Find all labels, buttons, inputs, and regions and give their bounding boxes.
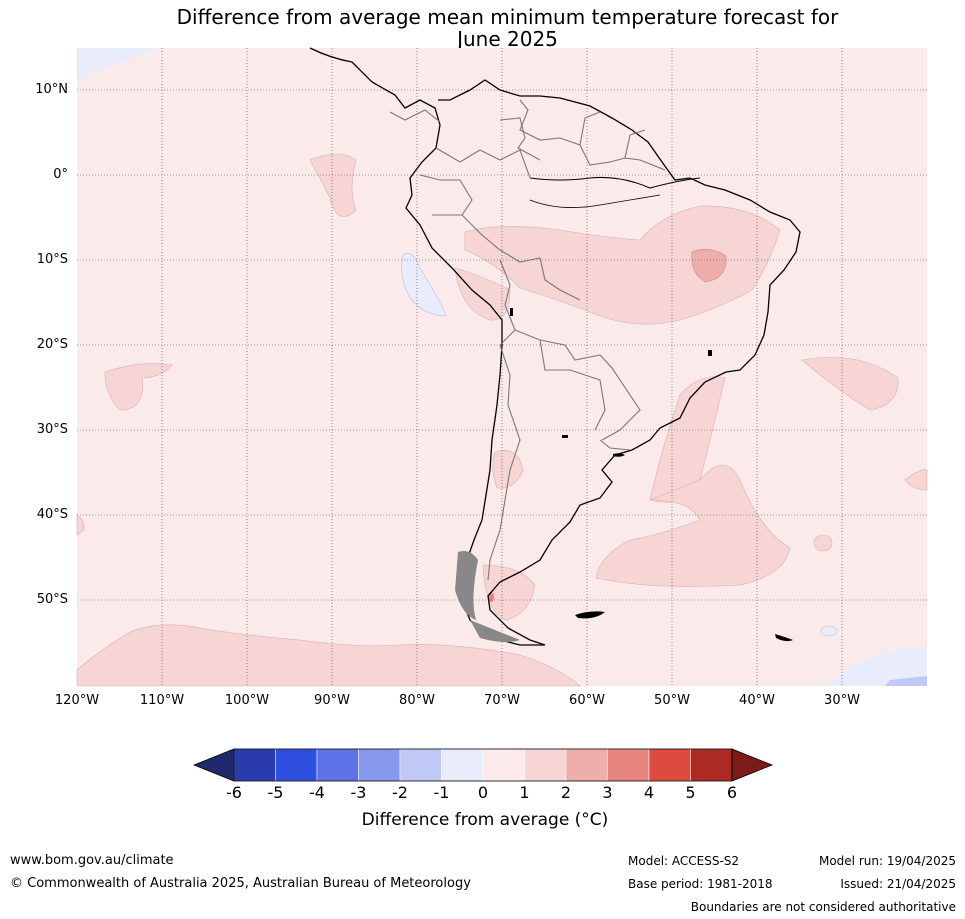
colorbar-tick-label: 5 — [685, 783, 696, 802]
colorbar-tick-label: -3 — [350, 783, 367, 802]
colorbar-segment — [690, 748, 733, 782]
colorbar-tick-label: -4 — [309, 783, 325, 802]
footer-website: www.bom.gov.au/climate — [10, 853, 174, 868]
footer-base-period: Base period: 1981-2018 — [628, 877, 773, 891]
amazon-tributary — [529, 194, 661, 208]
colorbar-segment — [607, 748, 650, 782]
lat-label-0: 0° — [53, 167, 68, 182]
cool-region-southeast — [825, 646, 927, 686]
lat-label-40s: 40°S — [36, 507, 68, 522]
colorbar-segment — [524, 748, 567, 782]
lon-label-60w: 60°W — [569, 693, 605, 708]
colorbar-segment — [233, 748, 276, 782]
chile-fjords — [455, 551, 520, 643]
country-borders — [389, 99, 666, 581]
lat-label-20s: 20°S — [36, 337, 68, 352]
colorbar-tick-label: 1 — [519, 783, 530, 802]
cool-patch-small — [820, 625, 838, 637]
lat-label-10n: 10°N — [35, 82, 68, 97]
colorbar-tick-label: 2 — [560, 783, 572, 802]
lat-label-10s: 10°S — [36, 252, 68, 267]
colorbar-tick-label: -5 — [267, 783, 284, 802]
colorbar-tick-label: 4 — [643, 783, 655, 802]
colorbar-segment — [316, 748, 359, 782]
lon-label-50w: 50°W — [654, 693, 690, 708]
colorbar-tick-label: 6 — [726, 783, 738, 802]
map-title-line1: Difference from average mean minimum tem… — [176, 5, 839, 29]
footer-issued: Issued: 21/04/2025 — [840, 877, 956, 891]
lon-label-120w: 120°W — [54, 693, 100, 708]
colorbar-outline — [233, 748, 733, 782]
cool-region-southeast-inner — [885, 676, 927, 686]
colorbar-label: Difference from average (°C) — [361, 810, 609, 830]
lat-label-30s: 30°S — [36, 422, 68, 437]
south-america-coastline — [309, 47, 801, 646]
colorbar-tick-label: 3 — [602, 783, 613, 802]
colorbar-segment — [441, 748, 484, 782]
warm-regions — [76, 153, 928, 687]
colorbar — [192, 748, 774, 782]
colorbar-segment — [275, 748, 318, 782]
colorbar-tick-label: 0 — [477, 783, 489, 802]
graticule — [77, 48, 927, 686]
colorbar-segment — [482, 748, 525, 782]
colorbar-tick-label: -2 — [392, 783, 408, 802]
footer-disclaimer: Boundaries are not considered authoritat… — [690, 900, 956, 914]
islands — [510, 308, 793, 642]
lon-label-100w: 100°W — [224, 693, 270, 708]
colorbar-segment — [648, 748, 691, 782]
footer-model: Model: ACCESS-S2 — [628, 854, 740, 868]
lon-label-40w: 40°W — [739, 693, 775, 708]
lon-label-80w: 80°W — [399, 693, 435, 708]
colorbar-tick-label: -1 — [433, 783, 450, 802]
lon-label-110w: 110°W — [139, 693, 185, 708]
colorbar-segment — [399, 748, 442, 782]
lon-label-90w: 90°W — [314, 693, 350, 708]
footer-model-run: Model run: 19/04/2025 — [818, 854, 956, 868]
cool-region-northwest — [77, 48, 160, 80]
lon-label-70w: 70°W — [484, 693, 520, 708]
warm-region-brazil-core — [691, 248, 727, 283]
lon-label-30w: 30°W — [824, 693, 860, 708]
colorbar-tick-label: -6 — [226, 783, 242, 802]
colorbar-arrow-high — [731, 748, 774, 782]
colorbar-segment — [565, 748, 608, 782]
footer-copyright: © Commonwealth of Australia 2025, Austra… — [10, 876, 471, 891]
colorbar-segment — [358, 748, 401, 782]
colorbar-arrow-low — [192, 748, 235, 782]
map-title-line2: June 2025 — [457, 27, 558, 51]
cool-region-peru-coast — [401, 252, 447, 317]
lat-label-50s: 50°S — [36, 592, 68, 607]
amazon-river — [529, 177, 701, 189]
